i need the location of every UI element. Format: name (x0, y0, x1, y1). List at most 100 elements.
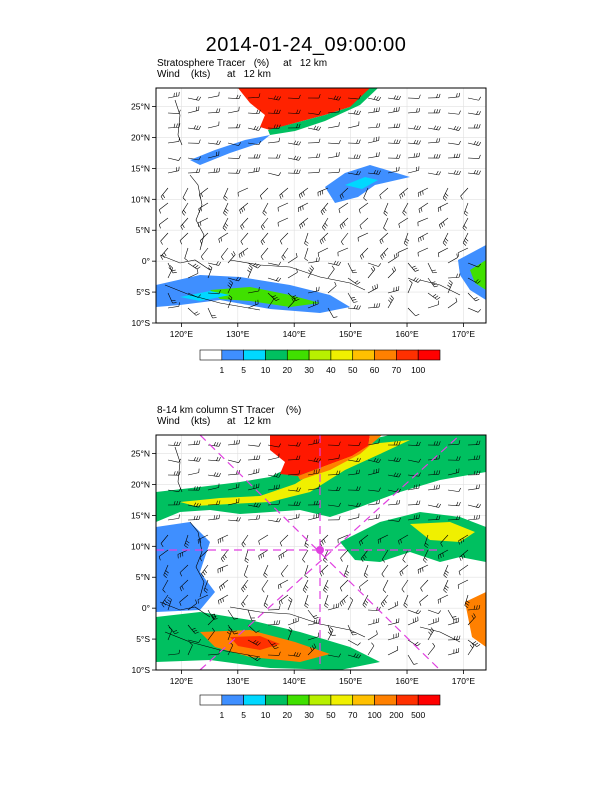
wind-barb (197, 534, 209, 544)
wind-barb (226, 626, 233, 641)
wind-barb (299, 217, 309, 229)
wind-barb (367, 283, 378, 294)
wind-barb (467, 96, 482, 101)
wind-barb (287, 94, 301, 99)
wind-barb (260, 247, 269, 261)
wind-barb (160, 232, 169, 245)
wind-barb (367, 95, 382, 101)
wind-barb (447, 273, 461, 279)
wind-barb (367, 468, 380, 476)
wind-barb (402, 549, 409, 563)
wind-barb (359, 217, 369, 230)
wind-barb (237, 187, 249, 197)
wind-barb (187, 624, 199, 634)
colorbar-swatch (221, 694, 244, 706)
wind-barb (419, 594, 429, 606)
wind-barb (247, 654, 261, 661)
wind-barb (407, 152, 420, 159)
bottom-map: 25°N 20°N 15°N 10°N 5°N 0° 5°S 10°S 120°E 130°E 14… (131, 434, 487, 686)
wind-barb (287, 296, 296, 309)
wind-barb (407, 262, 419, 272)
wind-barb (267, 95, 281, 101)
wind-barb (407, 166, 420, 174)
wind-barb (207, 307, 217, 319)
wind-barb (167, 166, 180, 174)
wind-barb (447, 125, 462, 131)
wind-barb (424, 534, 429, 549)
wind-barb (407, 654, 418, 665)
wind-barb (218, 232, 229, 243)
bottom-caption-line1: 8-14 km column ST Tracer (%) (157, 405, 302, 416)
wind-barb (267, 137, 280, 144)
top-map-frame (155, 87, 487, 324)
wind-barb (187, 139, 201, 144)
top-caption-line2: Wind (kts) at 12 km (157, 69, 271, 80)
wind-barb (367, 136, 380, 144)
wind-barb (302, 579, 309, 593)
figure-title: 2014-01-24_09:00:00 (205, 34, 407, 56)
lat-tick-label: 0° (142, 256, 150, 266)
wind-barb (197, 594, 209, 604)
wind-barb (307, 618, 320, 626)
wind-barb (357, 232, 369, 242)
wind-barb (241, 534, 249, 548)
wind-barb (241, 594, 249, 608)
colorbar-label: 1 (219, 365, 224, 375)
wind-barb (307, 484, 320, 491)
wind-barb (187, 486, 201, 491)
wind-barb (447, 110, 461, 115)
colorbar-swatch (286, 694, 310, 706)
wind-barb (247, 455, 261, 461)
wind-barb (207, 264, 213, 279)
wind-barb (347, 170, 361, 176)
wind-barb (240, 217, 249, 230)
wind-barb (187, 292, 201, 298)
wind-barb (447, 440, 461, 446)
top-caption-line1: Stratosphere Tracer (%) at 12 km (157, 58, 328, 69)
wind-barb (203, 579, 209, 594)
wind-barb (417, 187, 429, 197)
wind-barb (327, 95, 342, 101)
wind-barb (307, 153, 321, 159)
wind-barb (227, 276, 242, 282)
wind-barb (184, 247, 189, 262)
wind-barb (267, 484, 280, 491)
wind-barb (387, 500, 401, 506)
lat-tick-label: 10°N (131, 194, 150, 204)
wind-barb (383, 202, 389, 216)
colorbar-swatch (417, 349, 441, 361)
wind-barb (167, 471, 181, 476)
colorbar-swatch (352, 694, 375, 706)
wind-barb (467, 277, 481, 284)
colorbar-label: 70 (392, 365, 402, 375)
wind-barb (258, 534, 269, 545)
lon-tick-label: 160°E (395, 676, 419, 686)
wind-barb (347, 513, 360, 521)
lat-tick-label: 0° (142, 603, 150, 613)
wind-barb (403, 232, 410, 247)
wind-barb (443, 579, 449, 593)
wind-barb (167, 109, 181, 114)
wind-barb (467, 440, 481, 446)
wind-barb (423, 549, 429, 563)
wind-barb (347, 469, 360, 476)
wind-barb (267, 292, 280, 301)
wind-barb (447, 487, 461, 492)
wind-barb (417, 564, 429, 574)
wind-barb (207, 91, 220, 99)
wind-barb (363, 564, 369, 579)
wind-barb (297, 202, 309, 212)
wind-barb (467, 503, 482, 508)
wind-barb (200, 247, 209, 261)
wind-barb (247, 93, 261, 99)
wind-barb (427, 154, 441, 159)
wind-barb (387, 286, 400, 294)
wind-barb (222, 217, 229, 231)
wind-barb (247, 287, 260, 294)
wind-barb (398, 217, 409, 228)
wind-barb (207, 500, 221, 506)
wind-barb (418, 232, 429, 243)
wind-barb (267, 517, 281, 523)
wind-barb (187, 269, 199, 279)
wind-barb (267, 605, 281, 611)
